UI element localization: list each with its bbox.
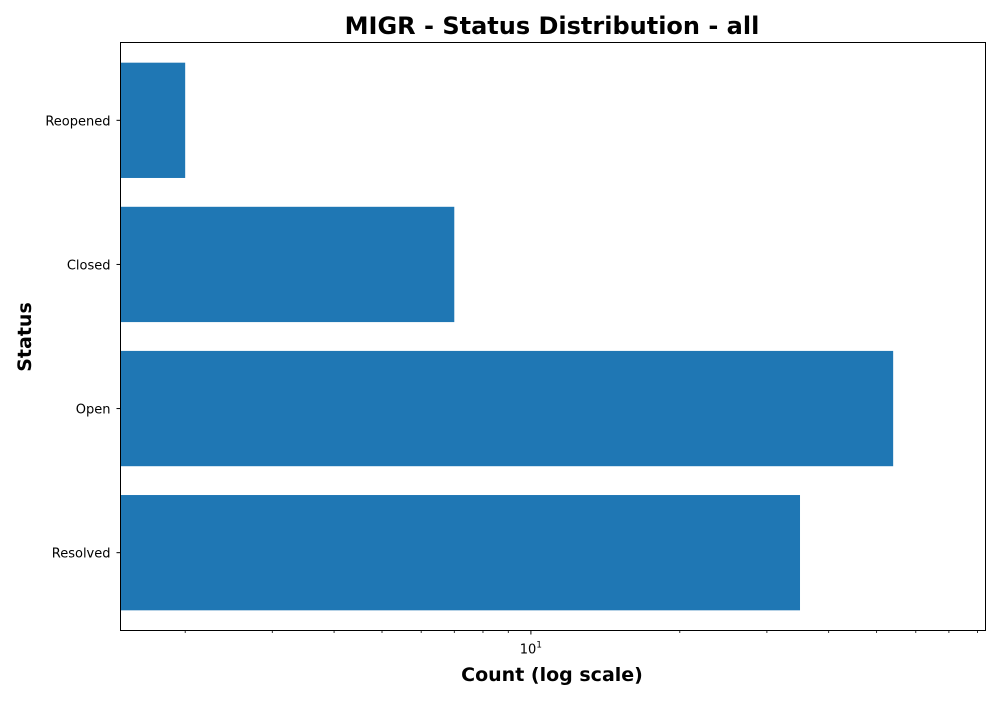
y-axis-label: Status [14,302,36,372]
bar-resolved [120,495,801,611]
y-tick-label: Open [76,403,111,418]
x-tick-label: 101 [520,641,542,658]
bars-group [120,62,894,611]
x-axis-label: Count (log scale) [461,664,643,686]
bar-closed [120,206,455,323]
bar-reopened [120,62,186,178]
y-tick-label: Reopened [45,114,110,129]
y-tick-label: Closed [67,258,111,273]
axis-ticks-group: Reopened Closed Open Resolved 101 [45,114,978,658]
chart-title: MIGR - Status Distribution - all [345,12,760,40]
bar-open [120,350,894,467]
plot-area-frame [120,42,986,631]
y-tick-label: Resolved [52,547,111,562]
